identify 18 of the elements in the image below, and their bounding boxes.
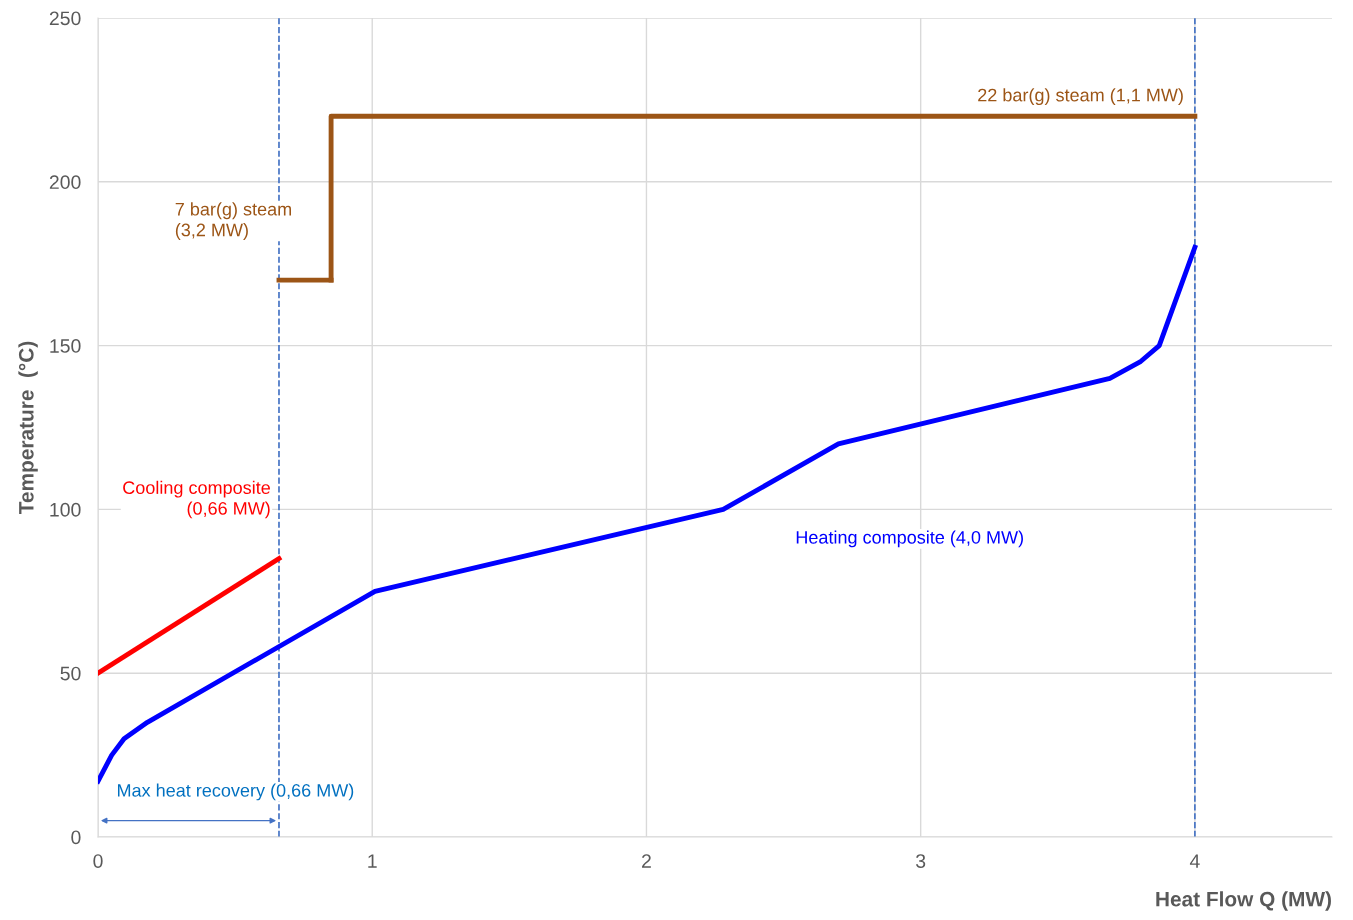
y-tick-label: 200 <box>49 175 81 190</box>
x-axis-title: Heat Flow Q (MW) <box>1156 891 1331 911</box>
annotation: Max heat recovery (0,66 MW) <box>117 783 354 801</box>
series-label: 22 bar(g) steam (1,1 MW) <box>978 88 1183 106</box>
text: 7 bar(g) steam (3,2 MW) <box>175 202 291 240</box>
x-tick-label: 1 <box>368 854 377 868</box>
text: Heating composite (4,0 MW) <box>796 530 1023 548</box>
y-tick-label: 150 <box>50 339 81 353</box>
y-tick-label: 50 <box>60 666 81 681</box>
y-tick-label: 100 <box>50 502 81 517</box>
x-tick-label: 2 <box>642 854 651 868</box>
y-tick-label: 250 <box>49 11 81 26</box>
x-tick-label: 3 <box>916 854 926 868</box>
y-tick-label: 0 <box>71 830 81 845</box>
y-axis-title: Temperature (°C) <box>18 341 38 515</box>
x-tick-label: 4 <box>1189 854 1200 868</box>
x-tick-label: 0 <box>93 854 103 868</box>
text: Cooling composite (0,66 MW) <box>123 480 270 519</box>
